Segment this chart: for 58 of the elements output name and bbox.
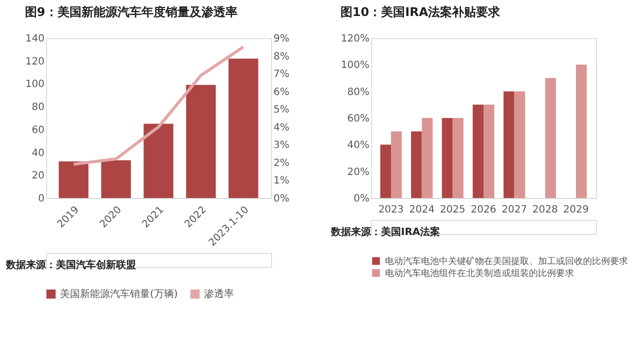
- y2-tick-label: 1%: [274, 176, 290, 187]
- legend-label: 电动汽车电池组件在北美制造或组装的比例要求: [385, 268, 574, 279]
- x-tick-label: 2024: [409, 204, 435, 216]
- y2-tick-label: 4%: [274, 122, 290, 134]
- x-tick-label: 2027: [502, 204, 528, 216]
- x-tick-label: 2025: [440, 204, 466, 216]
- bar: [422, 118, 433, 198]
- y2-tick-label: 9%: [274, 34, 290, 44]
- y-tick-label: 100%: [340, 60, 370, 72]
- bar: [380, 144, 392, 198]
- bar: [186, 84, 216, 198]
- y-tick-label: 0: [38, 194, 44, 204]
- x-tick-label: 2028: [532, 204, 558, 216]
- bar: [514, 91, 526, 198]
- bar: [144, 124, 174, 198]
- bar: [442, 118, 453, 198]
- legend-label: 电动汽车电池中关键矿物在美国提取、加工或回收的比例要求: [385, 256, 628, 267]
- y2-tick-label: 0%: [274, 194, 290, 204]
- y-tick-label: 20: [32, 170, 44, 182]
- bar: [472, 104, 484, 198]
- y-tick-label: 40%: [347, 140, 370, 152]
- x-tick-label: 2029: [563, 204, 589, 216]
- y-tick-label: 60%: [347, 114, 370, 124]
- bar: [228, 58, 258, 198]
- y2-tick-label: 2%: [274, 158, 290, 169]
- y-tick-label: 100: [25, 79, 44, 90]
- chart-title: 图9：美国新能源汽车年度销量及渗透率: [24, 5, 238, 19]
- y-tick-label: 120: [25, 56, 44, 68]
- y-tick-label: 40: [32, 148, 44, 159]
- legend-label: 渗透率: [204, 288, 234, 300]
- y-tick-label: 120%: [340, 34, 370, 44]
- bar: [545, 78, 556, 198]
- bar: [504, 91, 514, 198]
- bar: [484, 104, 494, 198]
- source-note: 数据来源：美国汽车创新联盟: [5, 259, 136, 271]
- y2-tick-label: 3%: [274, 140, 290, 152]
- x-tick-label: 2023: [378, 204, 404, 216]
- bar: [58, 161, 88, 198]
- y-tick-label: 80: [32, 102, 44, 114]
- y-tick-label: 0%: [354, 194, 370, 204]
- y-tick-label: 60: [32, 124, 44, 136]
- bar: [391, 131, 402, 198]
- bar: [411, 131, 422, 198]
- y2-tick-label: 5%: [274, 104, 290, 116]
- y-tick-label: 20%: [347, 166, 370, 178]
- line-series: [72, 45, 245, 166]
- y2-tick-label: 8%: [274, 51, 290, 62]
- bar: [101, 160, 131, 198]
- y2-tick-label: 7%: [274, 69, 290, 80]
- y2-tick-label: 6%: [274, 86, 290, 98]
- x-tick-label: 2026: [470, 204, 496, 216]
- y-tick-label: 140: [25, 34, 44, 44]
- legend-label: 美国新能源汽车销量(万辆): [60, 288, 178, 300]
- bar: [452, 118, 464, 198]
- source-note: 数据来源：美国IRA法案: [330, 226, 440, 238]
- y-tick-label: 80%: [347, 86, 370, 98]
- bar: [576, 64, 587, 198]
- chart-title: 图10：美国IRA法案补贴要求: [340, 5, 502, 19]
